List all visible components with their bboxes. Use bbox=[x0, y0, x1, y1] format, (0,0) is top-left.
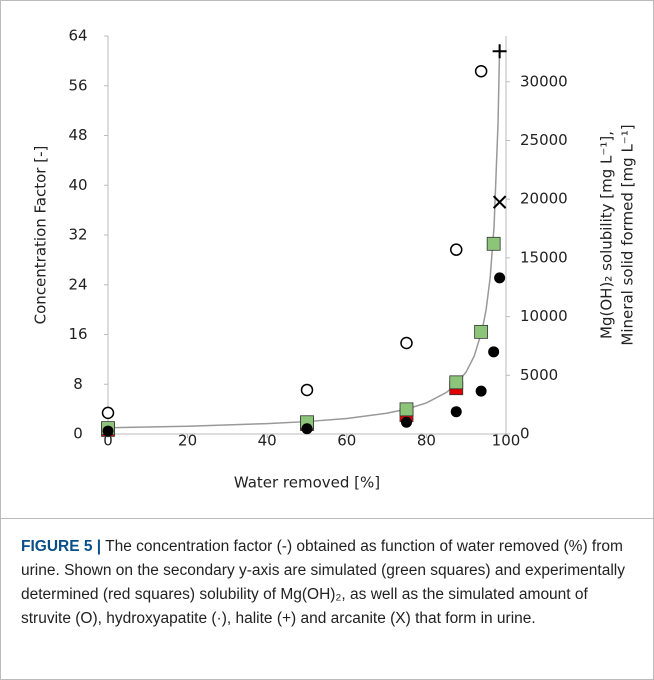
caption-label: FIGURE 5 | bbox=[21, 538, 102, 555]
square-marker bbox=[449, 375, 464, 390]
circle-marker bbox=[450, 406, 462, 418]
y-tick-label: 8 bbox=[73, 375, 83, 393]
y-tick-label: 32 bbox=[68, 226, 87, 244]
square-marker bbox=[474, 324, 489, 339]
y2-axis-label: Mg(OH)₂ solubility [mg L⁻¹], bbox=[598, 131, 616, 339]
square-marker bbox=[486, 236, 501, 251]
open-circle-marker bbox=[450, 243, 463, 256]
y2-tick-label: 15000 bbox=[520, 248, 568, 266]
y-tick-label: 40 bbox=[68, 176, 87, 194]
y-axis-label: Concentration Factor [-] bbox=[32, 146, 50, 325]
x-marker bbox=[492, 195, 507, 209]
x-tick-label: 80 bbox=[417, 432, 436, 450]
y-tick-label: 56 bbox=[68, 76, 87, 94]
x-tick-label: 100 bbox=[492, 432, 521, 450]
open-circle-marker bbox=[474, 64, 488, 78]
caption-text: The concentration factor (-) obtained as… bbox=[21, 538, 625, 627]
circle-marker bbox=[301, 423, 313, 435]
y2-tick-label: 20000 bbox=[520, 190, 568, 208]
chart: Water removed [%] Concentration Factor [… bbox=[32, 27, 637, 492]
y2-tick-label: 0 bbox=[520, 425, 530, 443]
y2-axis-label: Mineral solid formed [mg L⁻¹] bbox=[619, 124, 637, 345]
y2-tick-label: 10000 bbox=[520, 307, 568, 325]
plus-marker bbox=[492, 44, 507, 59]
circle-marker bbox=[401, 416, 412, 428]
open-circle-marker bbox=[300, 383, 314, 397]
y-tick-label: 64 bbox=[68, 27, 87, 45]
x-tick-label: 40 bbox=[258, 432, 277, 450]
circle-marker bbox=[102, 425, 114, 437]
x-tick-label: 0 bbox=[103, 432, 113, 450]
x-axis-label: Water removed [%] bbox=[234, 474, 380, 492]
y-tick-label: 16 bbox=[68, 325, 87, 343]
square-marker bbox=[399, 402, 414, 417]
circle-marker bbox=[494, 272, 506, 284]
circle-marker bbox=[488, 346, 500, 358]
y2-tick-label: 30000 bbox=[520, 72, 568, 90]
y2-tick-label: 5000 bbox=[520, 366, 558, 384]
x-tick-label: 20 bbox=[178, 432, 197, 450]
y2-tick-label: 25000 bbox=[520, 131, 568, 149]
y-tick-label: 48 bbox=[68, 126, 87, 144]
caption: FIGURE 5 | The concentration factor (-) … bbox=[1, 518, 653, 631]
x-tick-label: 60 bbox=[337, 432, 356, 450]
y-tick-label: 0 bbox=[73, 425, 83, 443]
y-tick-label: 24 bbox=[68, 275, 87, 293]
curve bbox=[107, 45, 501, 429]
open-circle-marker bbox=[101, 406, 115, 420]
open-circle-marker bbox=[400, 336, 413, 350]
circle-marker bbox=[475, 385, 487, 397]
